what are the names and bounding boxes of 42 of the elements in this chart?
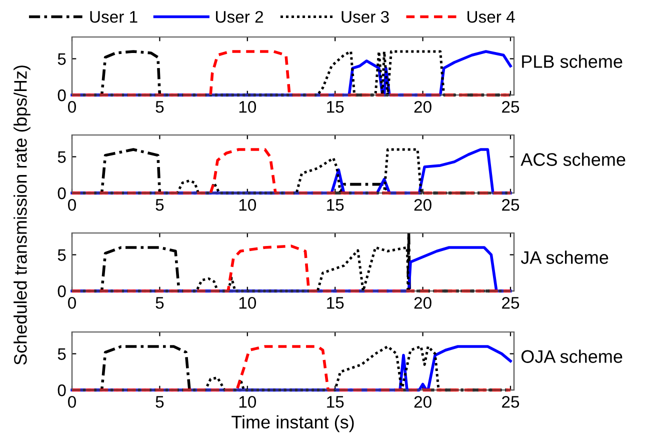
- legend-label: User 3: [342, 10, 389, 23]
- x-tick-label: 5: [156, 101, 164, 113]
- x-tick-label: 20: [414, 296, 432, 309]
- x-axis-title: Time instant (s): [232, 415, 354, 432]
- x-tick-label: 0: [68, 198, 76, 211]
- y-tick-label: 0: [58, 187, 66, 200]
- x-tick-label: 10: [239, 396, 256, 408]
- y-axis-title: Scheduled transmission rate (bps/Hz): [14, 66, 30, 365]
- x-tick-label: 10: [239, 100, 256, 113]
- legend-label: User 4: [468, 11, 515, 23]
- x-tick-label: 15: [327, 101, 344, 113]
- y-tick-label: 5: [58, 53, 66, 65]
- text: PLB scheme: [522, 54, 622, 68]
- x-tick-label: 10: [239, 296, 256, 309]
- x-tick-label: 5: [156, 396, 164, 408]
- x-tick-label: 5: [156, 297, 164, 309]
- x-tick-label: 15: [327, 297, 344, 309]
- x-tick-label: 25: [502, 198, 520, 211]
- legend-label: User 1: [90, 11, 138, 23]
- x-tick-label: 10: [239, 198, 256, 211]
- y-tick-label: 5: [58, 249, 66, 261]
- y-tick-label: 0: [58, 89, 66, 102]
- x-tick-label: 25: [502, 396, 520, 408]
- x-tick-label: 0: [68, 100, 76, 113]
- x-tick-label: 15: [327, 199, 344, 211]
- text: OJA scheme: [521, 350, 622, 363]
- y-tick-label: 5: [58, 151, 66, 163]
- x-tick-label: 0: [68, 296, 76, 309]
- x-tick-label: 25: [502, 296, 520, 309]
- x-tick-label: 20: [414, 100, 432, 113]
- y-tick-label: 5: [58, 348, 66, 360]
- x-tick-label: 5: [156, 199, 164, 211]
- legend-label: User 2: [216, 10, 263, 23]
- x-tick-label: 0: [68, 396, 76, 408]
- x-tick-label: 20: [414, 198, 432, 211]
- y-tick-label: 0: [58, 384, 66, 396]
- text: ACS scheme: [520, 152, 626, 166]
- text: JA scheme: [520, 250, 608, 264]
- y-tick-label: 0: [58, 285, 66, 298]
- x-tick-label: 25: [502, 100, 520, 113]
- x-tick-label: 20: [414, 396, 432, 408]
- x-tick-label: 15: [327, 396, 344, 408]
